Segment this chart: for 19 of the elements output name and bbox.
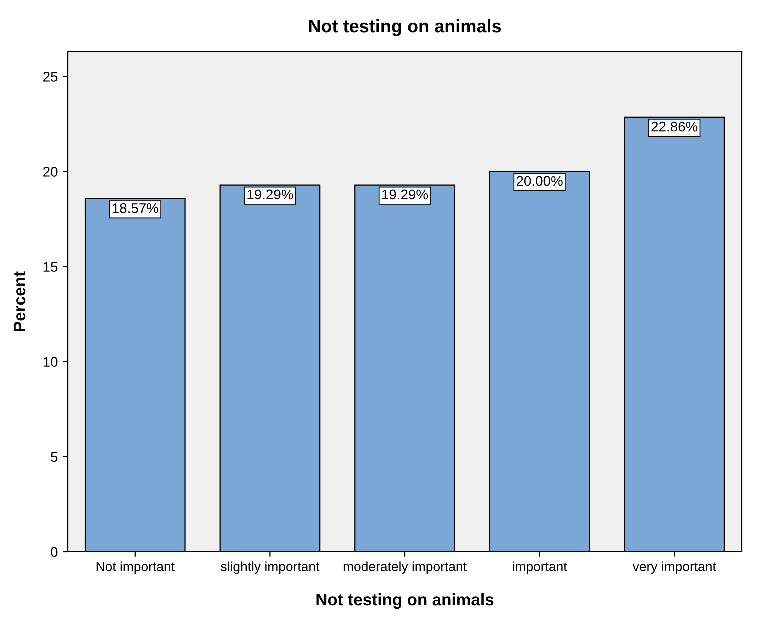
- x-tick-label: Not important: [96, 562, 175, 574]
- data-label: 20.00%: [516, 176, 563, 186]
- x-tick-label: moderately important: [344, 562, 467, 574]
- y-tick-label: 20: [44, 167, 58, 177]
- y-tick-label: 5: [51, 452, 58, 462]
- y-axis-title: Percent: [14, 272, 26, 332]
- y-tick-label: 10: [44, 357, 58, 368]
- x-tick-label: slightly important: [221, 562, 320, 574]
- y-tick-label: 25: [44, 72, 58, 82]
- data-label: 22.86%: [652, 122, 698, 132]
- data-label: 19.29%: [248, 190, 294, 200]
- data-label: 19.29%: [382, 190, 428, 200]
- y-tick-label: 15: [44, 262, 58, 272]
- x-tick-label: very important: [632, 562, 716, 574]
- x-axis-title: Not testing on animals: [316, 593, 494, 610]
- data-label: 18.57%: [112, 203, 158, 214]
- y-tick-label: 0: [51, 547, 58, 558]
- chart-title: Not testing on animals: [309, 19, 502, 36]
- x-tick-label: important: [513, 562, 568, 574]
